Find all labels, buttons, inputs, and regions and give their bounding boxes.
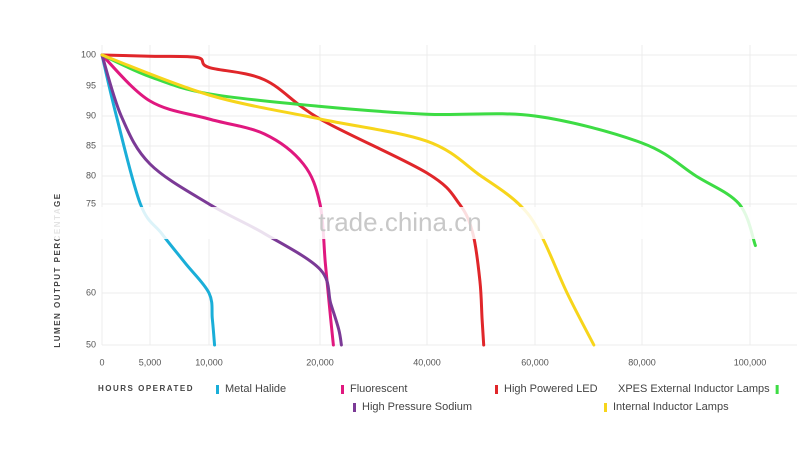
x-tick-label: 20,000	[306, 357, 334, 367]
y-tick-label: 95	[86, 80, 96, 90]
legend-swatch	[604, 403, 607, 412]
y-tick-label: 90	[86, 110, 96, 120]
x-tick-label: 100,000	[734, 357, 767, 367]
x-tick-label: 10,000	[195, 357, 223, 367]
y-tick-label: 60	[86, 287, 96, 297]
x-tick-label: 5,000	[139, 357, 162, 367]
legend-label: XPES External Inductor Lamps	[618, 383, 770, 395]
legend-swatch	[341, 385, 344, 394]
legend-label: Internal Inductor Lamps	[613, 401, 729, 413]
x-tick-label: 60,000	[521, 357, 549, 367]
legend-swatch	[775, 385, 779, 394]
y-tick-label: 85	[86, 140, 96, 150]
legend-label: High Powered LED	[504, 383, 598, 395]
x-tick-label: 40,000	[413, 357, 441, 367]
x-axis-label: HOURS OPERATED	[98, 384, 194, 393]
y-tick-label: 100	[81, 49, 96, 59]
y-tick-label: 75	[86, 198, 96, 208]
legend-label: High Pressure Sodium	[362, 401, 472, 413]
legend-swatch	[353, 403, 356, 412]
legend-swatch	[216, 385, 219, 394]
x-tick-label: 80,000	[628, 357, 656, 367]
series-line	[100, 53, 486, 347]
y-tick-label: 50	[86, 339, 96, 349]
legend-swatch	[495, 385, 498, 394]
series-line	[100, 53, 596, 347]
legend-label: Metal Halide	[225, 383, 286, 395]
y-tick-label: 80	[86, 170, 96, 180]
series-line	[100, 53, 217, 347]
watermark: trade.china.cn	[318, 207, 481, 237]
watermark-band	[0, 207, 800, 239]
series-line	[100, 53, 335, 347]
y-axis-label: LUMEN OUTPUT PERCENTAGE	[53, 192, 62, 347]
x-tick-label: 0	[99, 357, 104, 367]
legend-label: Fluorescent	[350, 383, 407, 395]
